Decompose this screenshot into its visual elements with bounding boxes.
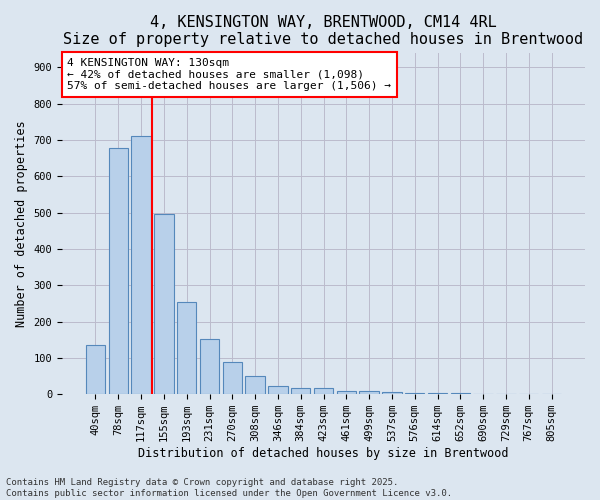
Bar: [428, 393, 447, 394]
X-axis label: Distribution of detached houses by size in Brentwood: Distribution of detached houses by size …: [138, 447, 509, 460]
Bar: [359, 390, 379, 394]
Bar: [291, 388, 310, 394]
Bar: [268, 386, 287, 394]
Text: Contains HM Land Registry data © Crown copyright and database right 2025.
Contai: Contains HM Land Registry data © Crown c…: [6, 478, 452, 498]
Text: 4 KENSINGTON WAY: 130sqm
← 42% of detached houses are smaller (1,098)
57% of sem: 4 KENSINGTON WAY: 130sqm ← 42% of detach…: [67, 58, 391, 91]
Bar: [314, 388, 333, 394]
Bar: [200, 339, 219, 394]
Y-axis label: Number of detached properties: Number of detached properties: [15, 120, 28, 327]
Bar: [245, 376, 265, 394]
Title: 4, KENSINGTON WAY, BRENTWOOD, CM14 4RL
Size of property relative to detached hou: 4, KENSINGTON WAY, BRENTWOOD, CM14 4RL S…: [64, 15, 584, 48]
Bar: [86, 345, 105, 394]
Bar: [177, 302, 196, 394]
Bar: [109, 148, 128, 394]
Bar: [382, 392, 401, 394]
Bar: [154, 214, 173, 394]
Bar: [405, 393, 424, 394]
Bar: [131, 136, 151, 394]
Bar: [223, 362, 242, 394]
Bar: [337, 390, 356, 394]
